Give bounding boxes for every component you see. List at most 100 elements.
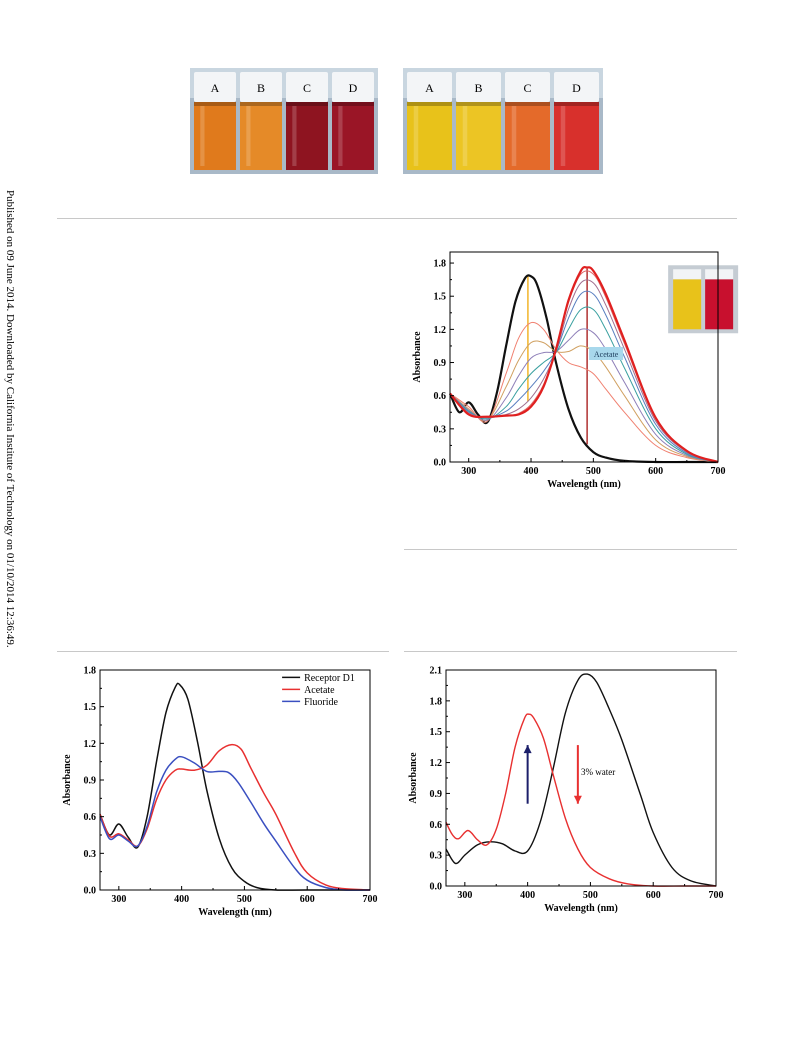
vial-cap-B <box>240 72 282 102</box>
vial-meniscus-A <box>407 102 452 106</box>
y-tick-label: 0.0 <box>84 886 97 897</box>
vials-photo-left: A B C D <box>190 68 378 174</box>
vial-label: D <box>572 81 581 95</box>
x-tick-label: 500 <box>586 466 601 477</box>
water-annotation: 3% water <box>581 767 615 777</box>
vial-meniscus-B <box>456 102 501 106</box>
series-line-3 <box>449 328 719 463</box>
rule-bottom-left <box>57 651 389 652</box>
x-tick-label: 500 <box>237 894 252 905</box>
x-tick-label: 300 <box>457 890 472 901</box>
x-tick-label: 600 <box>300 894 315 905</box>
vial-cap-C <box>505 72 550 102</box>
y-tick-label: 1.2 <box>430 758 443 769</box>
vial-meniscus-A <box>194 102 236 106</box>
vial-label: A <box>211 81 220 95</box>
y-tick-label: 0.9 <box>434 358 447 369</box>
x-tick-label: 500 <box>583 890 598 901</box>
x-tick-label: 700 <box>363 894 378 905</box>
x-tick-label: 700 <box>711 466 726 477</box>
vial-glare-B <box>246 106 251 166</box>
arrow-head-0 <box>523 745 532 754</box>
x-axis-label: Wavelength (nm) <box>547 479 621 490</box>
y-tick-label: 1.8 <box>84 666 97 677</box>
vial-meniscus-C <box>505 102 550 106</box>
vial-label: D <box>349 81 358 95</box>
y-tick-label: 1.2 <box>434 325 447 336</box>
rule-top <box>57 218 737 219</box>
series-line-0 <box>99 682 370 891</box>
vial-cap-A <box>194 72 236 102</box>
vial-glare-A <box>200 106 205 166</box>
rule-mid-right <box>404 549 737 550</box>
y-tick-label: 1.8 <box>430 696 443 707</box>
y-tick-label: 1.5 <box>84 702 97 713</box>
x-tick-label: 400 <box>524 466 539 477</box>
vial-glare-B <box>462 106 468 166</box>
vial-glare-A <box>413 106 419 166</box>
vials-left-svg: A B C D <box>190 68 378 174</box>
vials-photo-right: A B C D <box>403 68 603 174</box>
y-tick-label: 0.6 <box>434 391 447 402</box>
vial-label: C <box>523 81 531 95</box>
series-line-1 <box>449 321 719 463</box>
y-tick-label: 0.9 <box>430 789 443 800</box>
y-tick-label: 2.1 <box>430 666 443 677</box>
vial-solution-B <box>456 102 501 170</box>
y-axis-label: Absorbance <box>412 331 423 383</box>
vial-cap-B <box>456 72 501 102</box>
y-tick-label: 1.8 <box>434 259 447 270</box>
vial-meniscus-D <box>554 102 599 106</box>
x-axis-label: Wavelength (nm) <box>198 907 272 918</box>
chart-water: 3% water 300 400 500 600 700 0.0 0.3 0.6 0.9 1.2 1.… <box>404 660 734 925</box>
legend-label: Receptor D1 <box>304 673 355 684</box>
published-note-text: Published on 09 June 2014. Downloaded by… <box>4 190 16 648</box>
vial-meniscus-C <box>286 102 328 106</box>
vial-glare-C <box>511 106 517 166</box>
published-note: Published on 09 June 2014. Downloaded by… <box>4 190 18 648</box>
series-line-1 <box>445 713 716 887</box>
acetate-label-box <box>589 347 624 360</box>
chart-titration: Acetate 300 400 500 600 700 0.0 0.3 0.6 0.9 1.2 1.5… <box>404 240 739 500</box>
series-line-1 <box>99 743 371 891</box>
vial-cap-A <box>407 72 452 102</box>
y-tick-label: 0.6 <box>430 820 443 831</box>
inset-vial-yellow <box>673 279 702 330</box>
x-tick-label: 400 <box>174 894 189 905</box>
inset-vial-cap <box>705 269 734 280</box>
y-tick-label: 0.9 <box>84 776 97 787</box>
vial-solution-A <box>194 102 236 170</box>
vial-solution-C <box>286 102 328 170</box>
series-line-8 <box>449 265 719 464</box>
chart-d1-anions: Receptor D1 Acetate Fluoride 300 400 500 600 70… <box>58 660 388 925</box>
x-tick-label: 600 <box>646 890 661 901</box>
vial-cap-D <box>554 72 599 102</box>
vial-glare-D <box>338 106 343 166</box>
vial-label: C <box>303 81 311 95</box>
y-tick-label: 1.5 <box>434 292 447 303</box>
vial-solution-B <box>240 102 282 170</box>
y-axis-label: Absorbance <box>408 752 419 804</box>
x-tick-label: 400 <box>520 890 535 901</box>
x-tick-label: 300 <box>111 894 126 905</box>
vial-label: B <box>474 81 482 95</box>
y-tick-label: 0.0 <box>434 458 447 469</box>
y-tick-label: 0.6 <box>84 812 97 823</box>
y-tick-label: 0.3 <box>434 424 447 435</box>
inset-vial-red <box>705 279 734 330</box>
vial-glare-D <box>560 106 566 166</box>
legend-label: Fluoride <box>304 697 338 708</box>
vial-solution-A <box>407 102 452 170</box>
series-line-2 <box>449 340 719 463</box>
plot-frame <box>449 251 719 463</box>
y-tick-label: 1.5 <box>430 727 443 738</box>
vial-solution-D <box>332 102 374 170</box>
y-axis-label: Absorbance <box>62 754 73 806</box>
y-tick-label: 0.3 <box>430 851 443 862</box>
vials-right-svg: A B C D <box>403 68 603 174</box>
rule-bottom-right <box>404 651 737 652</box>
series-line-2 <box>99 755 371 891</box>
vial-cap-D <box>332 72 374 102</box>
series-line-4 <box>449 306 719 463</box>
y-tick-label: 1.2 <box>84 739 97 750</box>
